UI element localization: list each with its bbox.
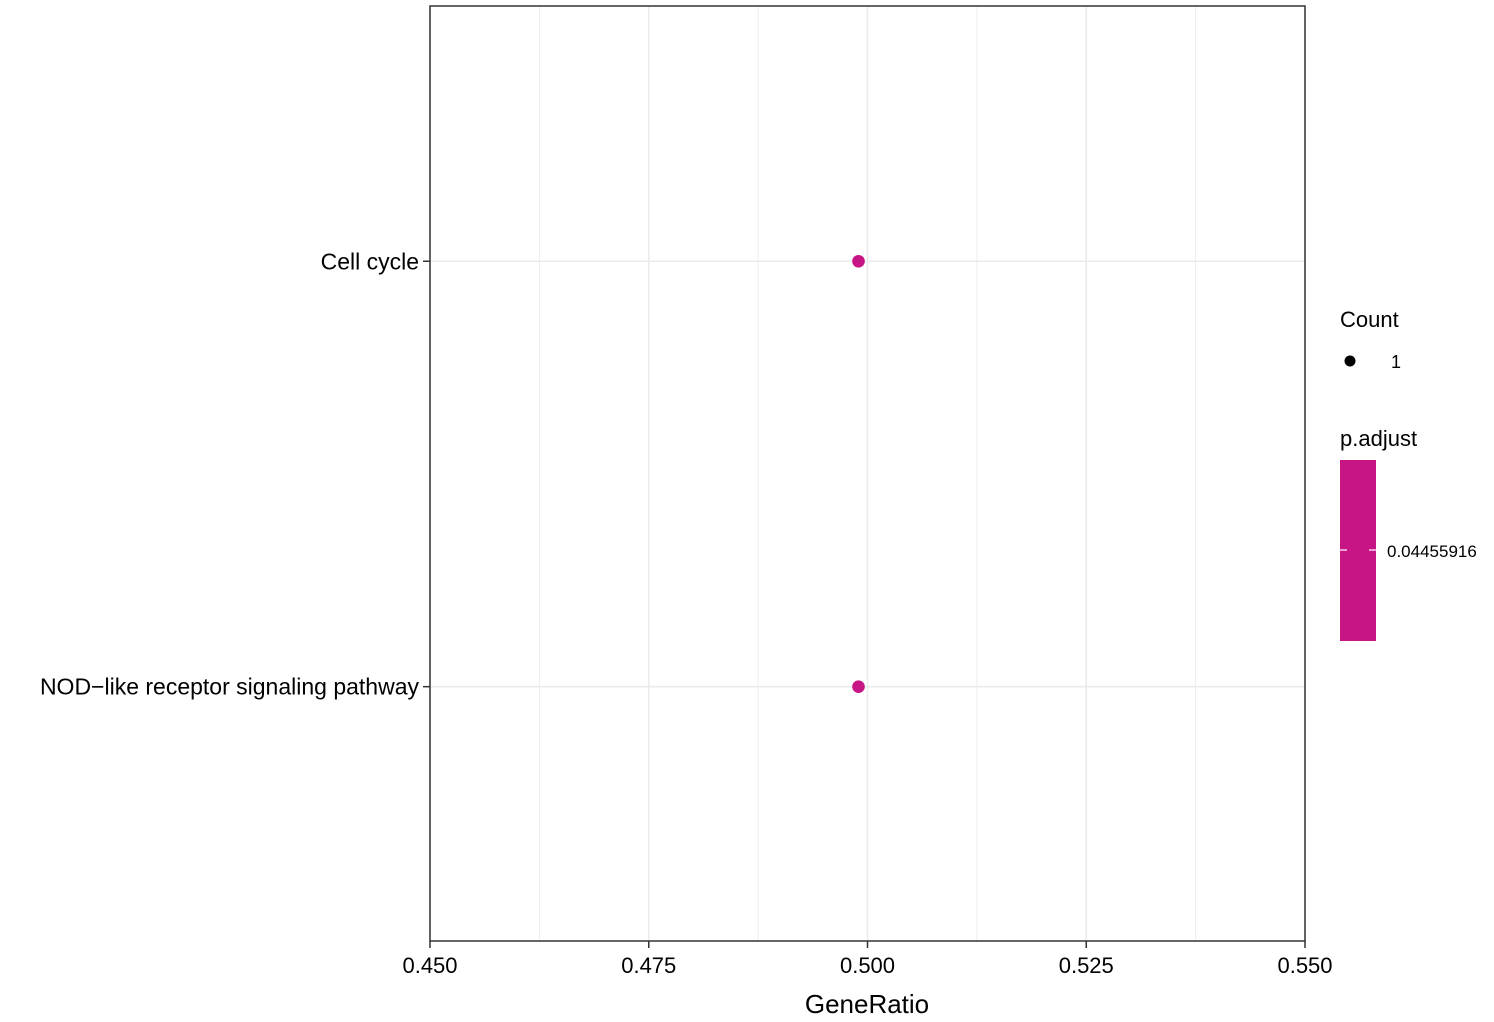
x-axis: 0.450 0.475 0.500 0.525 0.550	[402, 941, 1333, 978]
data-point	[852, 254, 865, 268]
data-points	[852, 254, 865, 693]
y-tick-label: NOD−like receptor signaling pathway	[40, 674, 420, 700]
y-axis: Cell cycle NOD−like receptor signaling pa…	[40, 248, 430, 700]
x-tick-label: 0.500	[840, 953, 895, 978]
x-tick-label: 0.550	[1277, 953, 1332, 978]
legend-padjust-value: 0.04455916	[1387, 542, 1477, 561]
x-tick-label: 0.525	[1059, 953, 1114, 978]
x-tick-label: 0.475	[621, 953, 676, 978]
legend-padjust-title: p.adjust	[1340, 426, 1417, 451]
legend-count-value: 1	[1391, 352, 1401, 372]
legend-count-key	[1344, 355, 1356, 367]
legend-count-title: Count	[1340, 307, 1399, 332]
x-tick-label: 0.450	[402, 953, 457, 978]
legend: Count 1 p.adjust 0.04455916	[1340, 307, 1477, 641]
y-tick-label: Cell cycle	[321, 248, 419, 274]
data-point	[852, 680, 865, 693]
x-axis-title: GeneRatio	[805, 989, 929, 1019]
